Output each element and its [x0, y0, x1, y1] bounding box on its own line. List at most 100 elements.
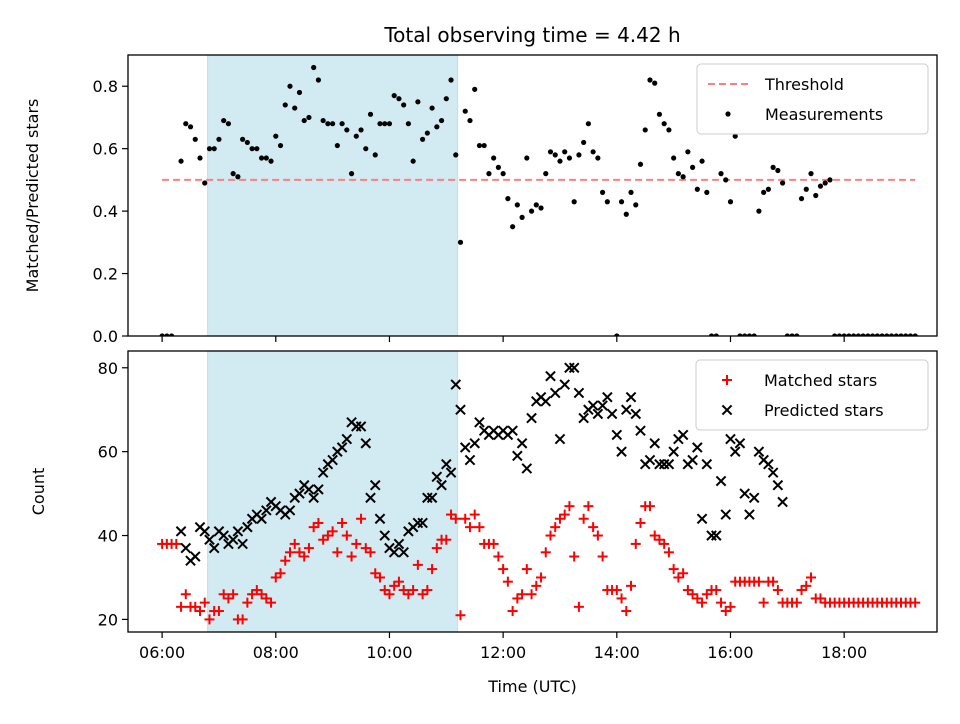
measurement-point — [590, 149, 596, 155]
predicted-star-point — [739, 488, 751, 499]
predicted-star-point — [720, 509, 732, 520]
measurement-point — [429, 105, 435, 111]
measurement-point — [192, 136, 198, 142]
predicted-star-point — [379, 530, 391, 541]
measurement-point — [240, 136, 246, 142]
measurement-point — [661, 121, 667, 127]
matched-star-point — [659, 538, 670, 549]
matched-star-point — [450, 513, 461, 524]
predicted-star-point — [616, 446, 627, 457]
predicted-star-point — [308, 492, 319, 504]
matched-star-point — [531, 580, 542, 591]
measurement-point — [197, 155, 203, 161]
measurement-point — [311, 64, 317, 71]
measurement-point — [320, 117, 326, 124]
y-tick-label: 20 — [98, 610, 118, 629]
predicted-star-point — [199, 526, 211, 537]
measurement-point — [443, 96, 449, 102]
matched-star-point — [502, 576, 513, 587]
predicted-star-point — [260, 505, 272, 516]
matched-star-point — [194, 606, 205, 617]
predicted-star-point — [625, 391, 637, 403]
measurement-point — [495, 164, 501, 170]
matched-star-point — [351, 538, 362, 549]
predicted-star-point — [369, 479, 381, 491]
predicted-star-point — [564, 362, 575, 374]
predicted-star-point — [549, 387, 561, 399]
measurement-point — [519, 214, 525, 220]
measurement-point — [244, 139, 250, 146]
predicted-star-point — [175, 526, 187, 537]
predicted-star-point — [635, 425, 646, 436]
measurement-point — [401, 102, 407, 108]
measurement-point — [287, 83, 293, 89]
matched-star-point — [356, 513, 367, 524]
measurement-point — [405, 121, 412, 127]
legend-measurement-swatch — [725, 111, 731, 117]
predicted-star-point — [592, 408, 604, 420]
predicted-star-point — [237, 538, 248, 550]
measurement-point — [543, 171, 549, 177]
predicted-star-point — [189, 551, 201, 562]
measurement-point — [656, 111, 663, 117]
matched-star-point — [365, 547, 376, 558]
predicted-star-point — [763, 458, 774, 470]
measurement-point — [225, 121, 232, 127]
matched-star-point — [578, 513, 589, 524]
measurement-point — [491, 155, 497, 161]
x-tick-label: 16:00 — [707, 643, 753, 662]
measurement-point — [472, 86, 478, 92]
measurement-point — [756, 208, 762, 214]
matched-star-point — [626, 580, 637, 591]
predicted-star-point — [748, 492, 760, 504]
predicted-star-point — [341, 433, 353, 445]
predicted-star-point — [540, 396, 552, 407]
measurement-point — [817, 183, 824, 189]
measurement-point — [827, 177, 833, 183]
matched-star-point — [716, 597, 727, 608]
matched-star-point — [597, 551, 608, 562]
measurement-point — [528, 208, 535, 214]
predicted-star-point — [725, 433, 736, 445]
measurement-point — [334, 142, 340, 149]
predicted-star-point — [374, 513, 386, 525]
measurement-point — [344, 127, 350, 133]
measurement-point — [306, 114, 312, 121]
predicted-star-point — [611, 429, 623, 441]
x-tick-label: 12:00 — [480, 643, 526, 662]
predicted-stars-points — [175, 362, 788, 567]
predicted-star-point — [284, 505, 296, 516]
predicted-star-point — [545, 370, 556, 382]
predicted-star-point — [355, 421, 367, 432]
matched-star-point — [337, 517, 348, 528]
matched-star-point — [455, 610, 466, 621]
matched-star-point — [242, 597, 253, 608]
measurement-point — [206, 146, 213, 152]
predicted-star-point — [526, 412, 537, 424]
measurement-point — [770, 164, 776, 170]
measurement-point — [623, 211, 629, 217]
measurement-point — [434, 124, 440, 130]
measurement-point — [803, 186, 809, 192]
matched-star-point — [758, 597, 769, 608]
matched-star-point — [725, 601, 736, 612]
matched-star-point — [299, 551, 310, 562]
predicted-star-point — [365, 492, 376, 504]
matched-star-point — [569, 551, 580, 562]
predicted-star-point — [436, 479, 447, 491]
predicted-star-point — [777, 496, 788, 508]
predicted-star-point — [559, 379, 571, 390]
matched-star-point — [517, 589, 528, 600]
predicted-star-point — [512, 450, 523, 462]
measurement-point — [258, 155, 265, 161]
measurement-point — [538, 205, 544, 211]
measurement-point — [618, 199, 625, 205]
measurement-point — [500, 171, 506, 177]
matched-star-point — [327, 526, 338, 537]
measurement-point — [533, 202, 539, 208]
measurement-point — [552, 152, 558, 158]
predicted-star-point — [701, 458, 713, 470]
top-legend: Threshold Measurements — [696, 63, 929, 135]
measurement-point — [524, 155, 530, 161]
measurement-point — [296, 89, 303, 96]
